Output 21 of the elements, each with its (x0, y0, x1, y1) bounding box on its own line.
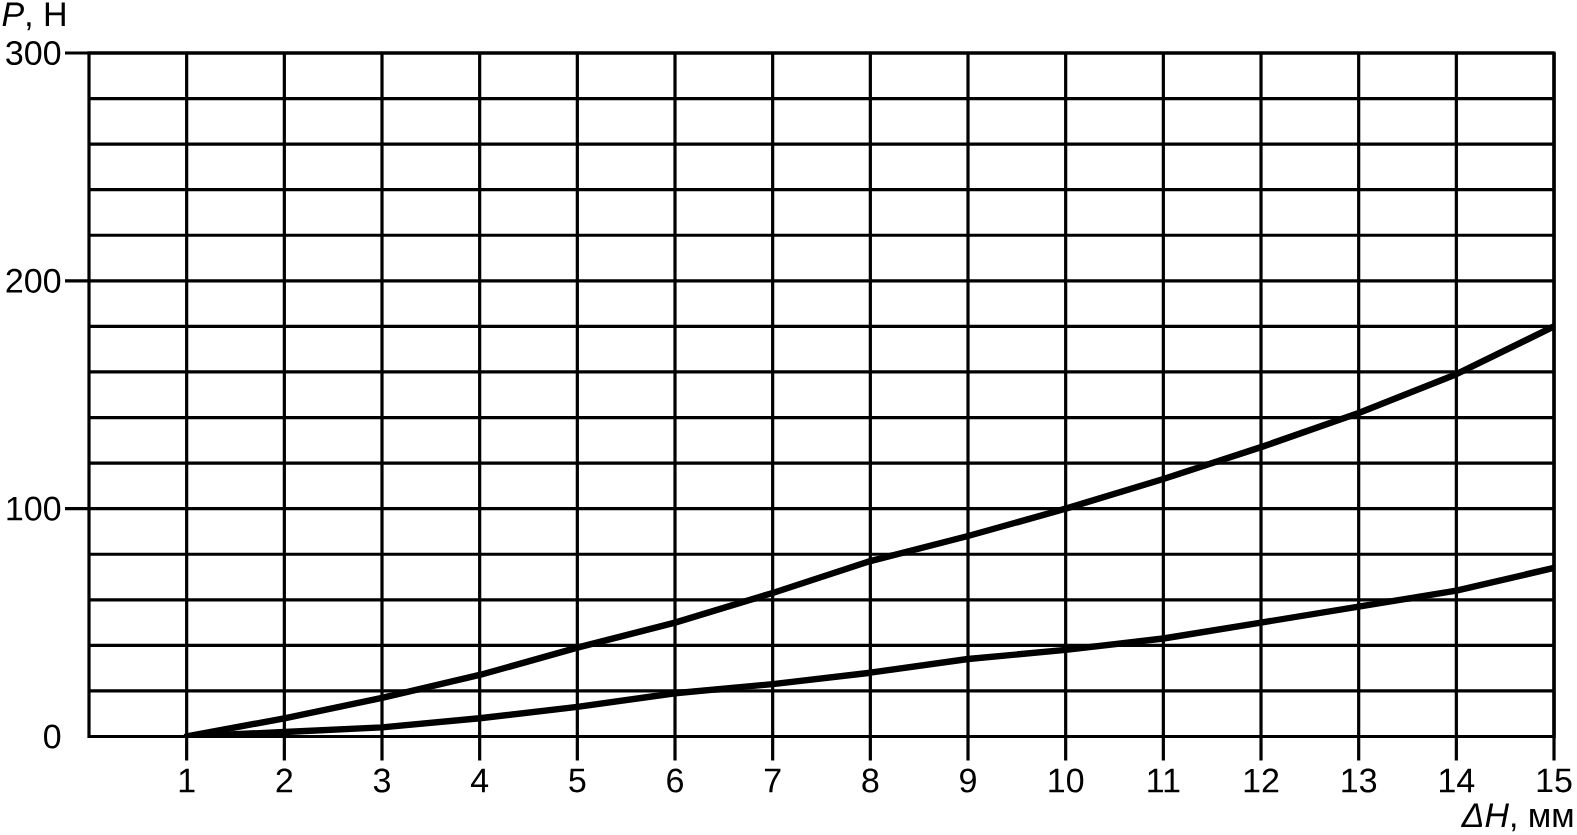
y-tick-label: 300 (6, 40, 61, 66)
x-tick-label: 10 (1049, 768, 1084, 793)
x-tick-label: 1 (179, 768, 195, 793)
x-tick-label: 6 (667, 768, 683, 793)
x-tick-label: 3 (373, 768, 390, 793)
x-tick-label: 8 (862, 768, 879, 793)
y-axis-title: P, Н (2, 2, 65, 31)
x-tick-label: 14 (1440, 768, 1475, 793)
y-tick-label: 100 (7, 496, 61, 521)
x-tick-label: 2 (276, 768, 293, 793)
y-tick-label: 200 (6, 268, 61, 293)
x-tick-label: 5 (569, 768, 586, 793)
x-axis-title: ΔH, мм (1460, 803, 1573, 832)
y-tick-label: 0 (44, 724, 61, 749)
x-tick-label: 9 (960, 768, 976, 793)
x-tick-label: 13 (1342, 768, 1377, 793)
x-tick-label: 7 (764, 768, 781, 793)
x-tick-label: 4 (471, 768, 489, 793)
x-tick-label: 15 (1537, 768, 1572, 793)
x-tick-label: 11 (1148, 768, 1180, 793)
x-tick-label: 12 (1244, 768, 1279, 793)
